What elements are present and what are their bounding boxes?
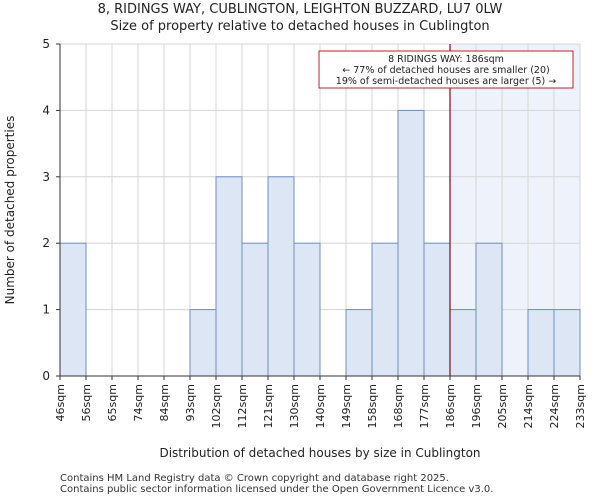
footer-line-1: Contains HM Land Registry data © Crown c… [60,473,449,484]
x-tick-label: 158sqm [366,384,379,428]
x-tick-label: 46sqm [54,384,67,421]
annotation-frame [318,50,574,89]
bar-224sqm [553,309,581,377]
x-tick-label: 196sqm [470,384,483,428]
bar-121sqm [267,176,295,377]
bar-130sqm [293,242,321,377]
x-tick-label: 130sqm [288,384,301,428]
bar-158sqm [371,242,399,377]
bar-196sqm [475,242,503,377]
x-tick-label: 214sqm [522,384,535,428]
x-axis-label: Distribution of detached houses by size … [159,446,480,460]
x-tick-label: 93sqm [184,384,197,421]
y-axis-label: Number of detached properties [3,116,17,305]
x-tick-label: 112sqm [236,384,249,428]
bars [59,109,581,377]
x-tick-label: 84sqm [158,384,171,421]
x-tick-label: 186sqm [444,384,457,428]
y-tick-label: 1 [42,303,50,317]
annotation-line: ← 77% of detached houses are smaller (20… [342,65,549,76]
annotation-line: 8 RIDINGS WAY: 186sqm [388,54,504,65]
x-tick-label: 65sqm [106,384,119,421]
bar-112sqm [241,242,269,377]
annotation-line: 19% of semi-detached houses are larger (… [336,76,556,87]
x-tick-label: 56sqm [80,384,93,421]
x-tick-label: 102sqm [210,384,223,428]
y-tick-label: 4 [42,103,50,117]
x-tick-label: 233sqm [574,384,587,428]
annotation-box: 8 RIDINGS WAY: 186sqm← 77% of detached h… [318,50,574,89]
bar-149sqm [345,309,373,377]
bar-177sqm [423,242,451,377]
x-tick-label: 168sqm [392,384,405,428]
bar-46sqm [59,242,87,377]
y-tick-label: 2 [42,236,50,250]
y-tick-label: 5 [42,37,50,51]
footer-line-2: Contains public sector information licen… [60,484,494,495]
chart-title: 8, RIDINGS WAY, CUBLINGTON, LEIGHTON BUZ… [97,2,503,17]
bar-186sqm [449,309,477,377]
chart-subtitle: Size of property relative to detached ho… [110,19,490,34]
x-tick-label: 149sqm [340,384,353,428]
x-tick-label: 177sqm [418,384,431,428]
bar-168sqm [397,109,425,377]
x-tick-label: 121sqm [262,384,275,428]
x-tick-label: 224sqm [548,384,561,428]
bar-214sqm [527,309,555,377]
y-tick-label: 3 [42,170,50,184]
x-tick-label: 205sqm [496,384,509,428]
y-tick-label: 0 [42,369,50,383]
bar-chart: 0 1 2 3 4 5 46sqm 56sqm 65sqm 74sqm 84sqm 93sqm 102s… [3,37,587,460]
x-tick-label: 74sqm [132,384,145,421]
x-tick-label: 140sqm [314,384,327,428]
bar-102sqm [215,176,243,377]
bar-93sqm [189,309,217,377]
